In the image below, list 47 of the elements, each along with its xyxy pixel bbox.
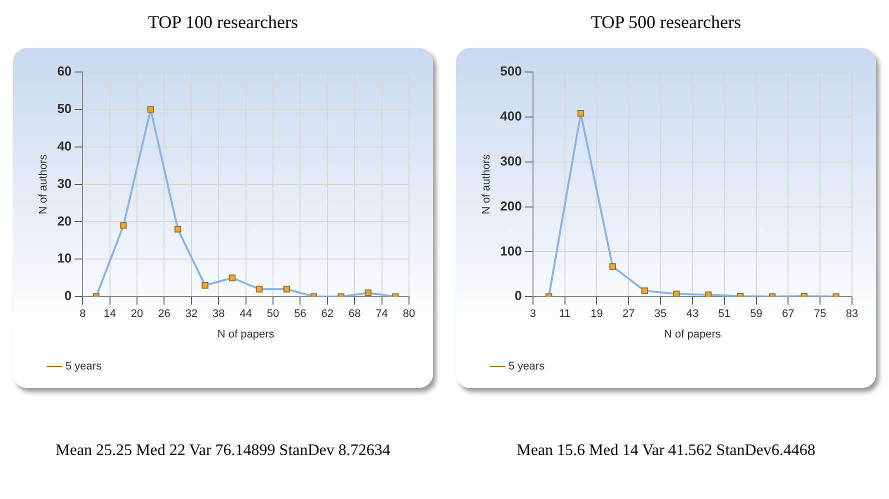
y-tick-label: 60 <box>57 64 72 79</box>
y-tick-label: 0 <box>64 288 72 304</box>
x-tick-label: 44 <box>240 308 252 320</box>
x-tick-label: 26 <box>158 308 170 320</box>
legend-label: 5 years <box>508 360 546 373</box>
y-tick-label: 20 <box>57 213 72 228</box>
x-tick-label: 35 <box>654 308 667 320</box>
y-tick-label: 40 <box>57 138 72 154</box>
legend-label: 5 years <box>66 360 102 373</box>
x-tick-label: 51 <box>718 308 730 320</box>
y-tick-label: 200 <box>500 198 522 214</box>
y-tick-label: 400 <box>500 108 522 124</box>
y-tick-label: 500 <box>500 64 522 79</box>
y-tick-label: 30 <box>57 176 72 191</box>
x-axis-title: N of papers <box>217 328 275 340</box>
y-tick-label: 300 <box>500 153 522 168</box>
x-tick-label: 80 <box>402 308 416 320</box>
x-tick-label: 32 <box>185 308 198 320</box>
y-tick-label: 100 <box>500 243 522 258</box>
x-tick-label: 8 <box>80 308 86 320</box>
x-tick-label: 11 <box>559 308 571 320</box>
y-tick-label: 0 <box>514 288 522 304</box>
x-tick-label: 75 <box>814 308 826 320</box>
x-tick-label: 67 <box>782 308 794 320</box>
x-tick-label: 68 <box>348 308 361 320</box>
x-tick-label: 59 <box>750 308 762 320</box>
text: Mean 25.25 Med 22 Var 76.14899 StanDev 8.72634 <box>56 442 390 460</box>
y-axis-title: N of authors <box>38 154 50 214</box>
x-tick-label: 27 <box>622 308 635 320</box>
chart-title: TOP 500 researchers <box>591 12 741 34</box>
x-tick-label: 62 <box>321 308 334 320</box>
x-tick-label: 14 <box>104 308 116 320</box>
y-tick-label: 10 <box>57 250 72 266</box>
x-tick-label: 56 <box>294 308 306 320</box>
x-tick-label: 3 <box>530 308 536 320</box>
x-tick-label: 43 <box>686 308 699 320</box>
y-axis-title: N of authors <box>480 154 493 214</box>
x-tick-label: 74 <box>376 308 388 320</box>
x-tick-label: 20 <box>130 308 144 320</box>
chart-title: TOP 100 researchers <box>148 12 298 34</box>
x-tick-label: 50 <box>266 308 280 320</box>
text: Mean 15.6 Med 14 Var 41.562 StanDev6.4468 <box>516 442 816 460</box>
x-tick-label: 19 <box>590 308 603 320</box>
y-tick-label: 50 <box>57 101 72 116</box>
x-tick-label: 83 <box>846 308 858 320</box>
x-tick-label: 38 <box>212 308 225 320</box>
x-axis-title: N of papers <box>664 328 722 340</box>
